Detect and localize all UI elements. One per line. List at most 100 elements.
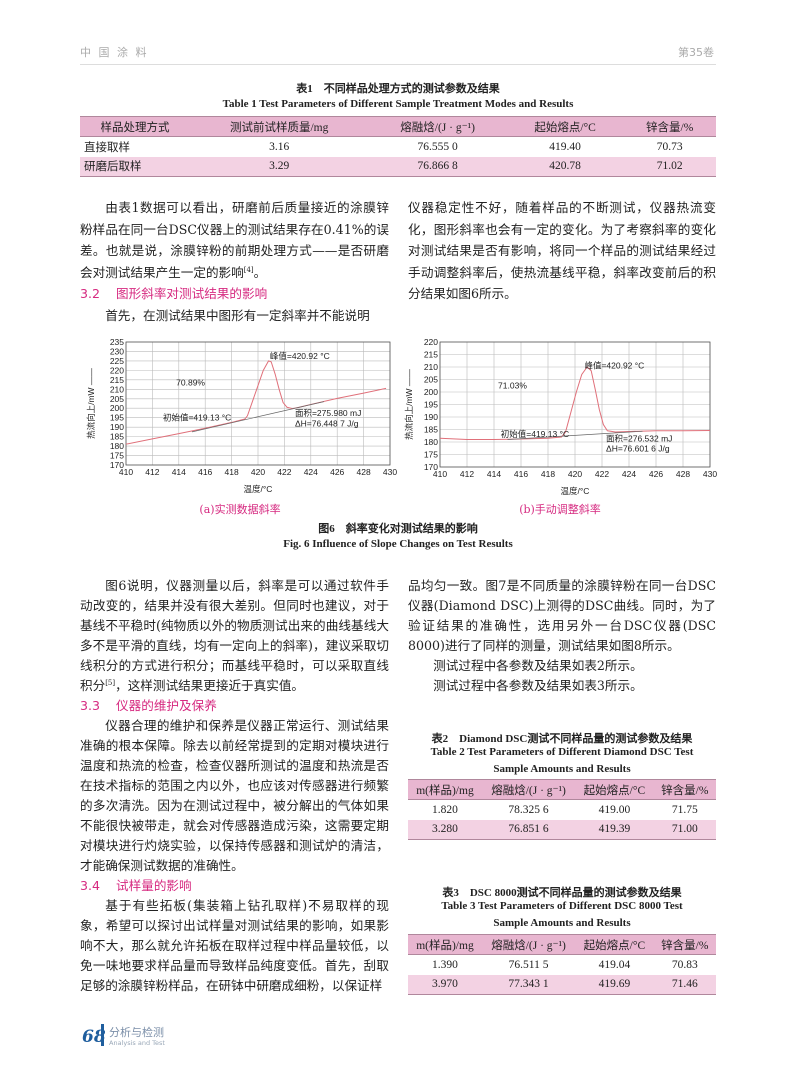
table-row: 研磨后取样 3.29 76.866 8 420.78 71.02 — [80, 156, 716, 177]
cell: 71.02 — [656, 160, 683, 173]
cell: 71.46 — [671, 978, 698, 991]
table-row: 3.280 76.851 6 419.39 71.00 — [408, 819, 716, 840]
y-tick-label: 185 — [110, 432, 124, 442]
section-number: 3.2 — [80, 286, 101, 302]
table2-title-en: Table 2 Test Parameters of Different Dia… — [430, 746, 694, 758]
table-row: 直接取样 3.16 76.555 0 419.40 70.73 — [80, 137, 716, 157]
paragraph-text: 图6说明，仪器测量以后，斜率是可以通过软件手动改变的，结果并没有很大差别。但同时… — [80, 578, 389, 693]
right-column-2: 品均匀一致。图7是不同质量的涂膜锌粉在同一台DSC仪器(Diamond DSC)… — [408, 576, 716, 696]
y-tick-label: 185 — [424, 425, 438, 435]
table3-header: 熔融焓/(J · g⁻¹) — [491, 939, 566, 952]
left-column-1: 由表1数据可以看出，研磨前后质量接近的涂膜锌粉样品在同一台DSC仪器上的测试结果… — [80, 197, 389, 327]
footer-section-cn: 分析与检测 — [109, 1026, 164, 1039]
y-tick-label: 180 — [424, 437, 438, 447]
cell: 419.39 — [598, 823, 631, 836]
y-tick-label: 175 — [424, 450, 438, 460]
y-axis-label: 热流向上/mW —— — [404, 369, 414, 440]
dsc-curve — [439, 366, 711, 440]
subcaption-b: (b)手动调整斜率 — [519, 503, 601, 516]
y-tick-label: 205 — [424, 375, 438, 385]
integration-baseline — [191, 401, 325, 433]
x-tick-label: 410 — [433, 469, 447, 479]
table-row: 3.970 77.343 1 419.69 71.46 — [408, 974, 716, 995]
x-tick-label: 428 — [357, 467, 371, 477]
paragraph: 图6说明，仪器测量以后，斜率是可以通过软件手动改变的，结果并没有很大差别。但同时… — [80, 576, 389, 696]
cell: 419.40 — [549, 140, 581, 153]
journal-name: 中 国 涂 料 — [80, 46, 149, 59]
x-tick-label: 422 — [595, 469, 609, 479]
footer-bar — [101, 1024, 104, 1046]
y-tick-label: 195 — [424, 400, 438, 410]
table1-header: 测试前试样质量/mg — [229, 121, 329, 134]
cell: 3.29 — [269, 160, 290, 173]
y-tick-label: 175 — [110, 451, 124, 461]
y-tick-label: 230 — [110, 346, 124, 356]
y-tick-label: 215 — [110, 375, 124, 385]
x-tick-label: 418 — [225, 467, 239, 477]
table1-title-cn: 表1 不同样品处理方式的测试参数及结果 — [296, 83, 500, 95]
x-tick-label: 412 — [460, 469, 474, 479]
x-tick-label: 416 — [514, 469, 528, 479]
paragraph-text: 。 — [253, 264, 267, 280]
table3: m(样品)/mg 熔融焓/(J · g⁻¹) 起始熔点/°C 锌含量/% 1.390 7… — [408, 934, 716, 995]
paragraph-text: 由表1数据可以看出，研磨前后质量接近的涂膜锌粉样品在同一台DSC仪器上的测试结果… — [80, 200, 389, 280]
y-tick-label: 180 — [110, 441, 124, 451]
section-title: 仪器的维护及保养 — [116, 698, 217, 713]
table3-title-en: Table 3 Test Parameters of Different DSC… — [441, 900, 683, 912]
annotation-area: 面积=275.980 mJ — [295, 408, 361, 418]
table2: m(样品)/mg 熔融焓/(J · g⁻¹) 起始熔点/°C 锌含量/% 1.820 7… — [408, 779, 716, 840]
cell: 研磨后取样 — [84, 161, 142, 174]
header-divider — [80, 64, 716, 65]
cell: 76.511 5 — [508, 958, 549, 971]
figure6-caption-cn: 图6 斜率变化对测试结果的影响 — [318, 523, 478, 535]
dsc-curve — [125, 360, 387, 445]
right-column-1: 仪器稳定性不好，随着样品的不断测试，仪器热流变化，图形斜率也会有一定的变化。为了… — [408, 197, 716, 305]
cell: 77.343 1 — [508, 978, 549, 991]
cell: 76.555 0 — [417, 140, 458, 153]
cell: 71.00 — [671, 823, 698, 836]
citation: [4] — [243, 265, 254, 274]
paragraph: 仪器合理的维护和保养是仪器正常运行、测试结果准确的根本保障。除去以前经常提到的定… — [80, 718, 389, 873]
subcaption-a: (a)实测数据斜率 — [199, 503, 281, 516]
annotation-onset: 初始值=419.13 °C — [501, 429, 569, 439]
cell: 70.73 — [656, 140, 683, 153]
y-tick-label: 190 — [424, 412, 438, 422]
x-tick-label: 424 — [622, 469, 636, 479]
table1-header: 样品处理方式 — [100, 121, 170, 134]
x-tick-label: 424 — [304, 467, 318, 477]
section-title: 试样量的影响 — [116, 878, 192, 893]
x-tick-label: 426 — [330, 467, 344, 477]
x-tick-label: 430 — [703, 469, 717, 479]
cell: 70.83 — [671, 958, 698, 971]
section-number: 3.3 — [80, 698, 101, 713]
y-tick-label: 210 — [110, 384, 124, 394]
x-tick-label: 416 — [198, 467, 212, 477]
cell: 419.00 — [598, 803, 631, 816]
footer-section-en: Analysis and Test — [109, 1039, 165, 1047]
y-tick-label: 215 — [424, 350, 438, 360]
chart-a: 410 412 414 416 418 420 422 424 426 428 4301701751… — [86, 337, 397, 494]
cell: 3.280 — [432, 823, 458, 836]
table3-title-cn: 表3 DSC 8000测试不同样品量的测试参数及结果 — [442, 887, 682, 899]
annotation-onset: 初始值=419.13 °C — [163, 413, 231, 423]
cell: 1.390 — [432, 958, 458, 971]
plot-frame — [125, 341, 391, 466]
paragraph: 测试过程中各参数及结果如表3所示。 — [433, 678, 643, 693]
paragraph: 测试过程中各参数及结果如表2所示。 — [433, 658, 643, 673]
cell: 71.75 — [671, 803, 698, 816]
x-tick-label: 428 — [676, 469, 690, 479]
section-heading-3-3: 3.3 仪器的维护及保养 — [80, 696, 389, 716]
cell: 78.325 6 — [508, 803, 549, 816]
x-tick-label: 410 — [119, 467, 133, 477]
table3-header: 起始熔点/°C — [583, 939, 646, 952]
table1-header: 起始熔点/°C — [534, 121, 596, 134]
table1: 样品处理方式 测试前试样质量/mg 熔融焓/(J · g⁻¹) 起始熔点/°C … — [80, 116, 716, 177]
annotation-percent: 70.89% — [176, 378, 205, 388]
y-tick-label: 170 — [424, 462, 438, 472]
table2-header: 起始熔点/°C — [583, 784, 646, 797]
cell: 76.866 8 — [417, 160, 458, 173]
plot-frame — [439, 341, 711, 468]
y-tick-label: 200 — [424, 387, 438, 397]
paragraph: 首先，在测试结果中图形有一定斜率并不能说明 — [105, 307, 370, 323]
annotation-peak: 峰值=420.92 °C — [270, 351, 330, 361]
